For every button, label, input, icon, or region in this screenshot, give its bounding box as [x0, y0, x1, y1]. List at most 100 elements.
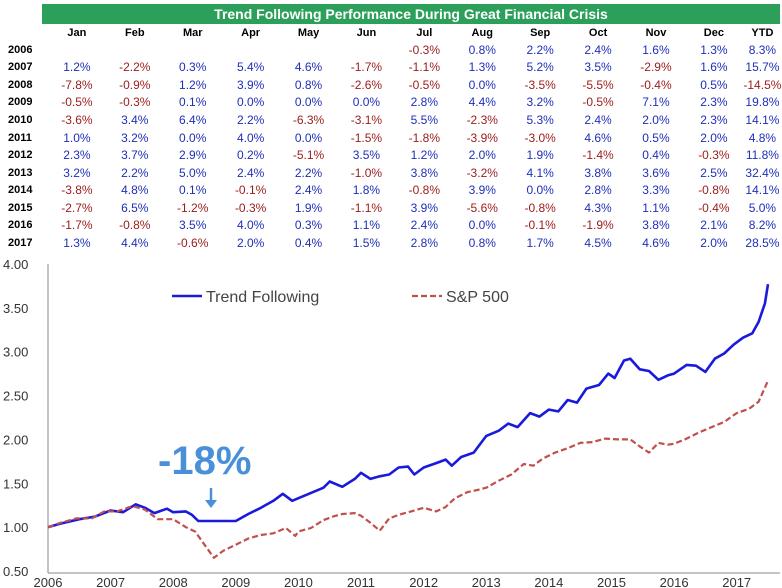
table-cell: 2.4%: [584, 42, 612, 57]
table-cell: -1.1%: [350, 200, 383, 215]
table-cell: 0.1%: [179, 183, 207, 198]
table-cell: 0.0%: [526, 183, 554, 198]
table-cell: -0.3%: [119, 95, 151, 110]
table-cell: 2.0%: [468, 148, 496, 163]
table-cell: -0.3%: [698, 148, 730, 163]
y-tick-label: 0.50: [3, 564, 28, 579]
table-cell: 1.6%: [700, 60, 728, 75]
row-year: 2006: [8, 43, 33, 56]
column-header: Nov: [645, 27, 667, 39]
column-header: Oct: [588, 27, 608, 39]
x-tick-label: 2014: [534, 575, 563, 588]
table-cell: -0.8%: [119, 218, 151, 233]
row-year: 2010: [8, 113, 33, 126]
table-row: 2011 1.0% 3.2% 0.0% 4.0% 0.0% -1.5% -1.8% -3.9% -…: [0, 129, 782, 147]
series-line-trend-following: [47, 283, 770, 529]
table-cell: 8.2%: [748, 218, 777, 233]
annotation-arrow-head: [205, 500, 217, 508]
table-cell: 4.5%: [584, 235, 612, 250]
table-cell: -0.8%: [698, 183, 730, 198]
table-cell: 3.9%: [236, 77, 265, 92]
table-cell: [164, 41, 222, 59]
table-cell: -5.6%: [466, 200, 498, 215]
table-cell: 1.3%: [468, 60, 496, 75]
table-cell: 4.3%: [584, 200, 612, 215]
table-cell: -1.1%: [408, 60, 441, 75]
table-header-row: Jan Feb Mar Apr May Jun Jul Aug Sep Oct Nov Dec YTD: [0, 25, 782, 41]
table-cell: -2.7%: [61, 200, 93, 215]
row-year: 2015: [8, 201, 33, 214]
table-cell: 1.5%: [352, 235, 381, 250]
table-cell: -3.6%: [61, 112, 93, 127]
table-cell: 2.4%: [236, 165, 265, 180]
table-cell: 1.6%: [642, 42, 670, 57]
table-cell: -0.6%: [177, 235, 209, 250]
table-cell: 3.6%: [642, 165, 670, 180]
table-cell: 3.8%: [410, 165, 439, 180]
x-tick-label: 2009: [221, 575, 250, 588]
table-cell: 0.0%: [468, 218, 496, 233]
table-cell: 6.4%: [179, 112, 207, 127]
column-header: Feb: [125, 27, 145, 39]
table-cell: 0.0%: [352, 95, 381, 110]
table-cell: 4.6%: [294, 60, 323, 75]
table-row: 2012 2.3% 3.7% 2.9% 0.2% -5.1% 3.5% 1.2% 2.0% 1.9…: [0, 146, 782, 164]
table-cell: 2.2%: [294, 165, 323, 180]
column-header: Mar: [182, 27, 203, 39]
table-cell: 2.4%: [294, 183, 323, 198]
table-row: 2010 -3.6% 3.4% 6.4% 2.2% -6.3% -3.1% 5.5% -2.3%…: [0, 111, 782, 129]
table-cell: 0.2%: [236, 148, 265, 163]
table-cell: 1.1%: [642, 200, 670, 215]
table-cell: 2.8%: [584, 183, 612, 198]
table-cell: 0.3%: [179, 60, 207, 75]
table-cell: 3.4%: [121, 112, 149, 127]
table-cell: -0.3%: [234, 200, 267, 215]
table-cell: [280, 41, 338, 59]
table-cell: 1.2%: [410, 148, 439, 163]
table-cell: 14.1%: [745, 112, 780, 127]
row-year: 2012: [8, 149, 33, 162]
table-cell: -3.9%: [466, 130, 498, 145]
table-cell: -6.3%: [292, 112, 325, 127]
table-cell: -3.1%: [350, 112, 383, 127]
table-cell: 2.1%: [700, 218, 728, 233]
table-cell: 3.2%: [121, 130, 149, 145]
table-cell: -0.4%: [698, 200, 730, 215]
table-cell: 4.0%: [236, 218, 265, 233]
x-tick-label: 2017: [722, 575, 751, 588]
table-cell: -2.2%: [119, 60, 151, 75]
table-cell: 3.3%: [642, 183, 670, 198]
table-cell: -5.1%: [292, 148, 325, 163]
table-cell: 4.8%: [121, 183, 149, 198]
monthly-returns-table: Jan Feb Mar Apr May Jun Jul Aug Sep Oct Nov Dec YTD …: [0, 25, 782, 252]
table-cell: 3.2%: [63, 165, 91, 180]
table-cell: [337, 41, 395, 59]
y-tick-label: 1.00: [3, 520, 28, 535]
column-header: May: [297, 27, 320, 39]
table-cell: 1.9%: [294, 200, 323, 215]
table-cell: -0.4%: [640, 77, 672, 92]
table-cell: 0.0%: [179, 130, 207, 145]
column-header: YTD: [751, 27, 774, 39]
table-cell: -0.1%: [234, 183, 267, 198]
table-cell: 4.1%: [526, 165, 554, 180]
table-cell: -1.2%: [177, 200, 209, 215]
x-tick-label: 2011: [347, 575, 375, 588]
table-cell: -1.0%: [350, 165, 383, 180]
table-cell: 2.0%: [642, 112, 670, 127]
table-cell: -1.7%: [61, 218, 93, 233]
row-year: 2014: [8, 184, 33, 197]
table-cell: 2.3%: [63, 148, 91, 163]
table-cell: 6.5%: [121, 200, 149, 215]
table-cell: 2.2%: [526, 42, 554, 57]
column-header: Dec: [703, 27, 724, 39]
column-header: Jul: [416, 27, 433, 39]
row-year: 2016: [8, 219, 33, 232]
row-year: 2013: [8, 166, 33, 179]
table-cell: [48, 41, 106, 59]
table-cell: 2.9%: [179, 148, 207, 163]
table-cell: 19.8%: [745, 95, 780, 110]
x-tick-label: 2008: [159, 575, 188, 588]
table-cell: 2.4%: [410, 218, 439, 233]
row-year: 2009: [8, 96, 33, 109]
